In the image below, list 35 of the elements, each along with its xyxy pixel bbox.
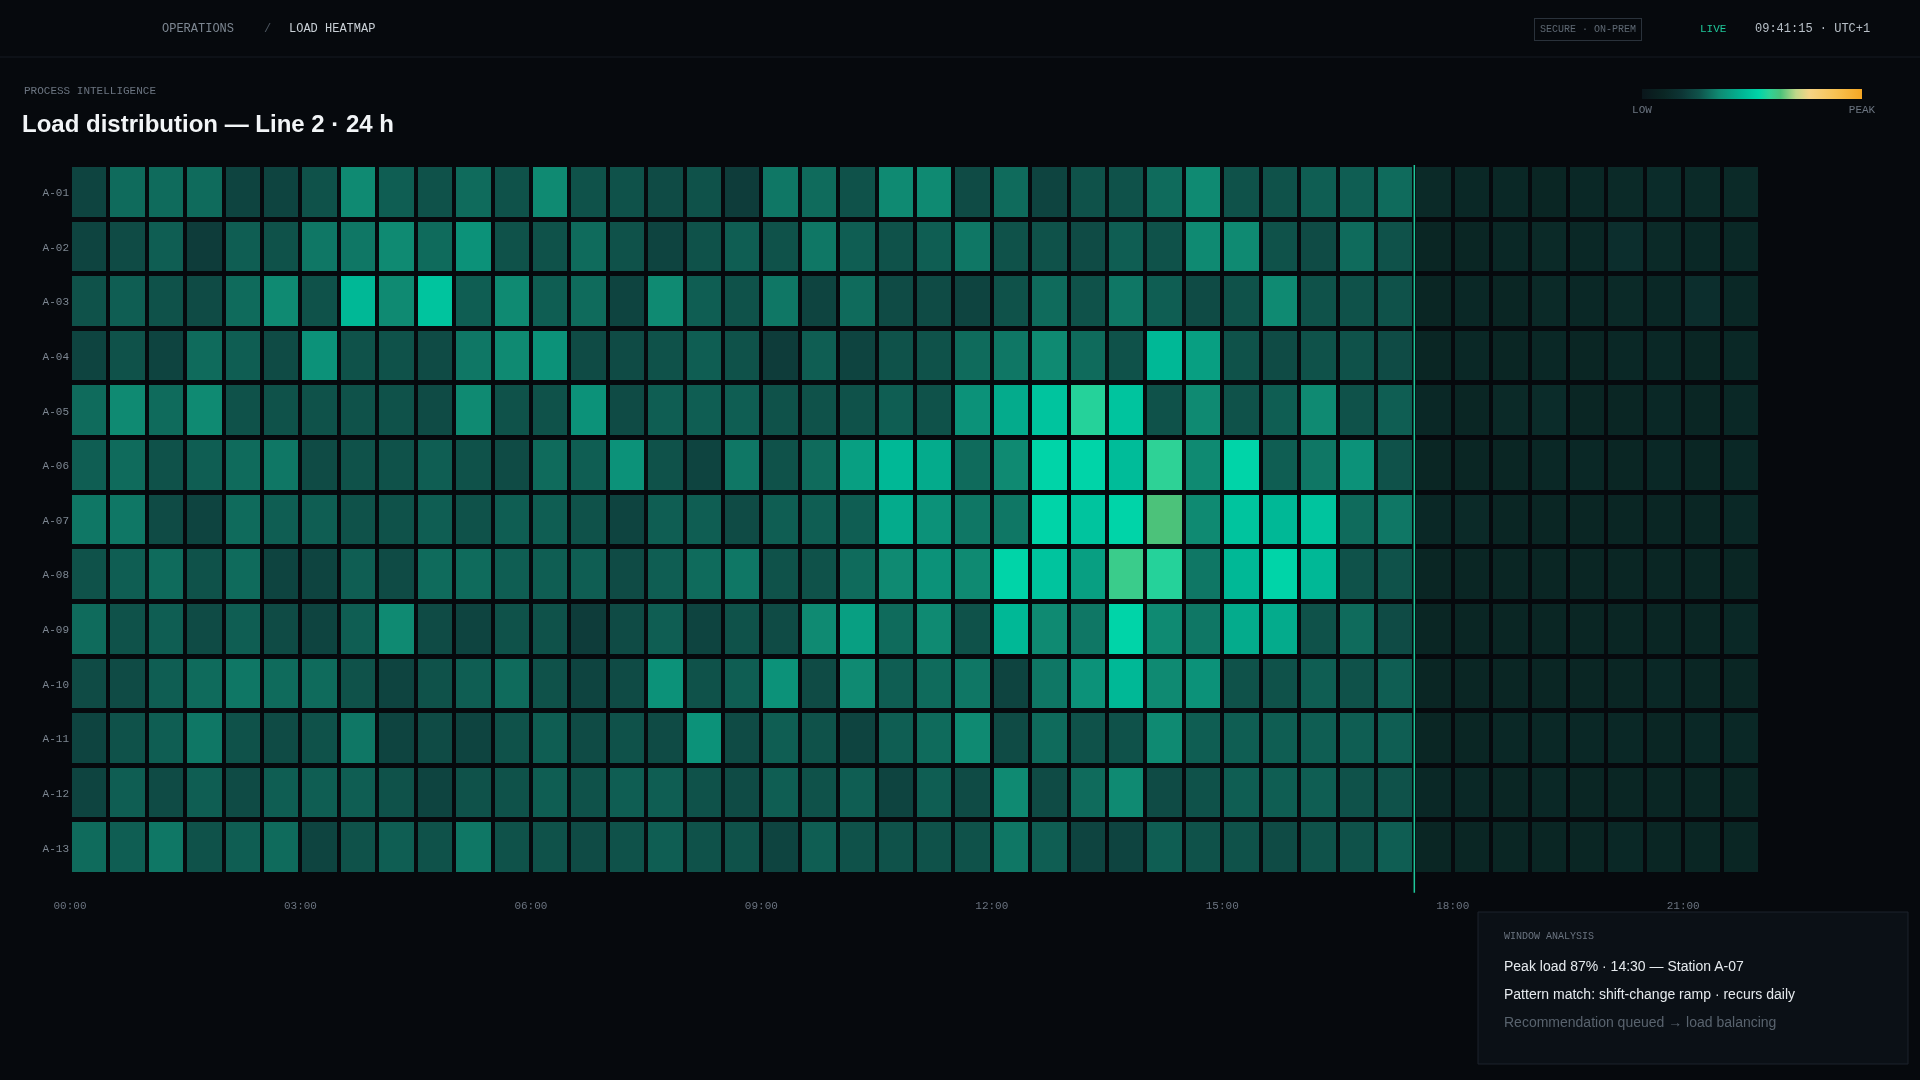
y-tick-label: A-13: [42, 842, 69, 855]
y-tick-label: A-02: [42, 241, 69, 254]
y-tick-label: A-07: [42, 514, 69, 527]
text: Peak load 87% · 14:30 — Station A-07: [1504, 958, 1744, 974]
x-tick-label: 06:00: [514, 900, 548, 912]
x-tick-label: 18:00: [1436, 900, 1470, 912]
x-tick-label: 03:00: [283, 900, 317, 912]
y-tick-label: A-10: [42, 678, 69, 691]
text: LIVE: [1700, 23, 1727, 35]
y-tick-label: A-12: [42, 787, 69, 800]
y-tick-label: A-04: [42, 351, 70, 363]
text: 09:41:15 · UTC+1: [1755, 22, 1871, 36]
text: WINDOW ANALYSIS: [1504, 931, 1595, 942]
x-tick-label: 12:00: [975, 900, 1009, 912]
y-tick-label: A-08: [42, 569, 69, 582]
y-tick-label: A-09: [42, 624, 69, 637]
chart-subtitle: PROCESS INTELLIGENCE: [24, 85, 157, 97]
color-bar-label: PEAK: [1848, 103, 1876, 116]
y-tick-label: A-05: [42, 405, 69, 418]
text: LOAD HEATMAP: [289, 22, 376, 36]
y-tick-label: A-06: [42, 460, 69, 473]
x-tick-label: 21:00: [1666, 900, 1700, 912]
y-tick-label: A-01: [42, 187, 70, 200]
color-bar-label: LOW: [1632, 103, 1653, 116]
y-tick-label: A-11: [42, 733, 70, 746]
y-tick-label: A-03: [42, 296, 69, 309]
text: SECURE · ON-PREM: [1540, 24, 1637, 35]
text: OPERATIONS: [162, 22, 235, 36]
x-tick-label: 09:00: [744, 900, 778, 912]
x-tick-label: 00:00: [53, 900, 87, 912]
text: /: [264, 22, 272, 36]
chart-title: Load distribution — Line 2 · 24 h: [22, 110, 395, 138]
x-tick-label: 15:00: [1205, 900, 1239, 912]
text: Recommendation queued → load balancing: [1504, 1014, 1777, 1030]
text: Pattern match: shift-change ramp · recurs daily: [1504, 986, 1796, 1002]
